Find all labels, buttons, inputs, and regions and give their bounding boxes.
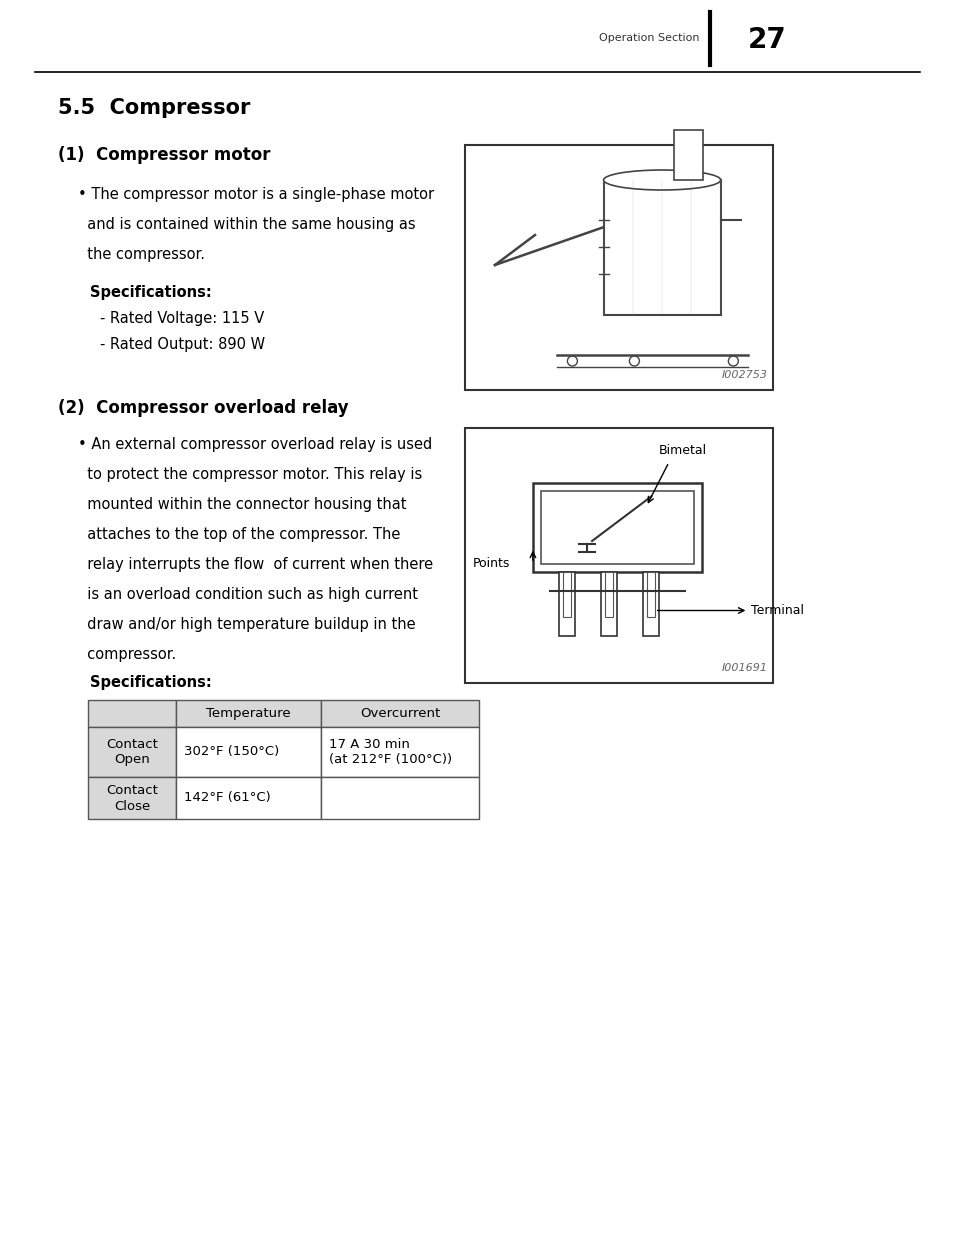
- Text: Contact: Contact: [106, 737, 158, 751]
- Bar: [320, 700, 478, 727]
- Bar: [600, 572, 617, 636]
- Text: Contact: Contact: [106, 783, 158, 797]
- Text: (1)  Compressor motor: (1) Compressor motor: [58, 146, 271, 164]
- Circle shape: [727, 356, 738, 366]
- Bar: [464, 429, 772, 683]
- Text: Close: Close: [113, 799, 150, 813]
- Bar: [88, 777, 175, 819]
- Text: • The compressor motor is a single-phase motor: • The compressor motor is a single-phase…: [78, 188, 434, 203]
- Text: • An external compressor overload relay is used: • An external compressor overload relay …: [78, 437, 432, 452]
- Bar: [88, 700, 175, 727]
- Text: 17 A 30 min: 17 A 30 min: [329, 737, 410, 751]
- Bar: [175, 727, 320, 777]
- Bar: [175, 777, 320, 819]
- Text: I002753: I002753: [721, 370, 767, 380]
- Text: is an overload condition such as high current: is an overload condition such as high cu…: [78, 588, 417, 603]
- Bar: [603, 180, 720, 315]
- Text: 302°F (150°C): 302°F (150°C): [184, 746, 279, 758]
- Text: draw and/or high temperature buildup in the: draw and/or high temperature buildup in …: [78, 618, 416, 632]
- Text: Terminal: Terminal: [751, 604, 803, 618]
- Bar: [647, 572, 655, 616]
- Text: Bimetal: Bimetal: [659, 443, 706, 457]
- Text: to protect the compressor motor. This relay is: to protect the compressor motor. This re…: [78, 468, 422, 483]
- Bar: [642, 572, 659, 636]
- Bar: [175, 700, 320, 727]
- Text: the compressor.: the compressor.: [78, 247, 205, 263]
- Circle shape: [567, 356, 577, 366]
- Bar: [540, 492, 694, 564]
- Circle shape: [629, 356, 639, 366]
- Text: mounted within the connector housing that: mounted within the connector housing tha…: [78, 498, 406, 513]
- Text: 27: 27: [747, 26, 786, 54]
- Bar: [532, 483, 701, 572]
- Text: (2)  Compressor overload relay: (2) Compressor overload relay: [58, 399, 348, 417]
- Text: - Rated Voltage: 115 V: - Rated Voltage: 115 V: [100, 310, 264, 326]
- Text: and is contained within the same housing as: and is contained within the same housing…: [78, 217, 416, 232]
- Text: - Rated Output: 890 W: - Rated Output: 890 W: [100, 337, 265, 352]
- Text: Open: Open: [114, 753, 150, 767]
- Text: relay interrupts the flow  of current when there: relay interrupts the flow of current whe…: [78, 557, 433, 573]
- Text: I001691: I001691: [721, 663, 767, 673]
- Text: Operation Section: Operation Section: [598, 33, 700, 43]
- Bar: [562, 572, 570, 616]
- Bar: [88, 727, 175, 777]
- Text: Temperature: Temperature: [206, 706, 291, 720]
- Ellipse shape: [603, 170, 720, 190]
- Bar: [558, 572, 574, 636]
- Text: Specifications:: Specifications:: [90, 285, 212, 300]
- Bar: [320, 727, 478, 777]
- Bar: [464, 144, 772, 390]
- Bar: [604, 572, 613, 616]
- Text: compressor.: compressor.: [78, 647, 176, 662]
- Text: 5.5  Compressor: 5.5 Compressor: [58, 98, 250, 119]
- Text: Overcurrent: Overcurrent: [359, 706, 439, 720]
- Bar: [320, 777, 478, 819]
- Text: 142°F (61°C): 142°F (61°C): [184, 792, 271, 804]
- Text: attaches to the top of the compressor. The: attaches to the top of the compressor. T…: [78, 527, 400, 542]
- Text: Specifications:: Specifications:: [90, 674, 212, 689]
- Bar: [673, 130, 702, 180]
- Text: (at 212°F (100°C)): (at 212°F (100°C)): [329, 753, 452, 767]
- Text: Points: Points: [473, 557, 510, 569]
